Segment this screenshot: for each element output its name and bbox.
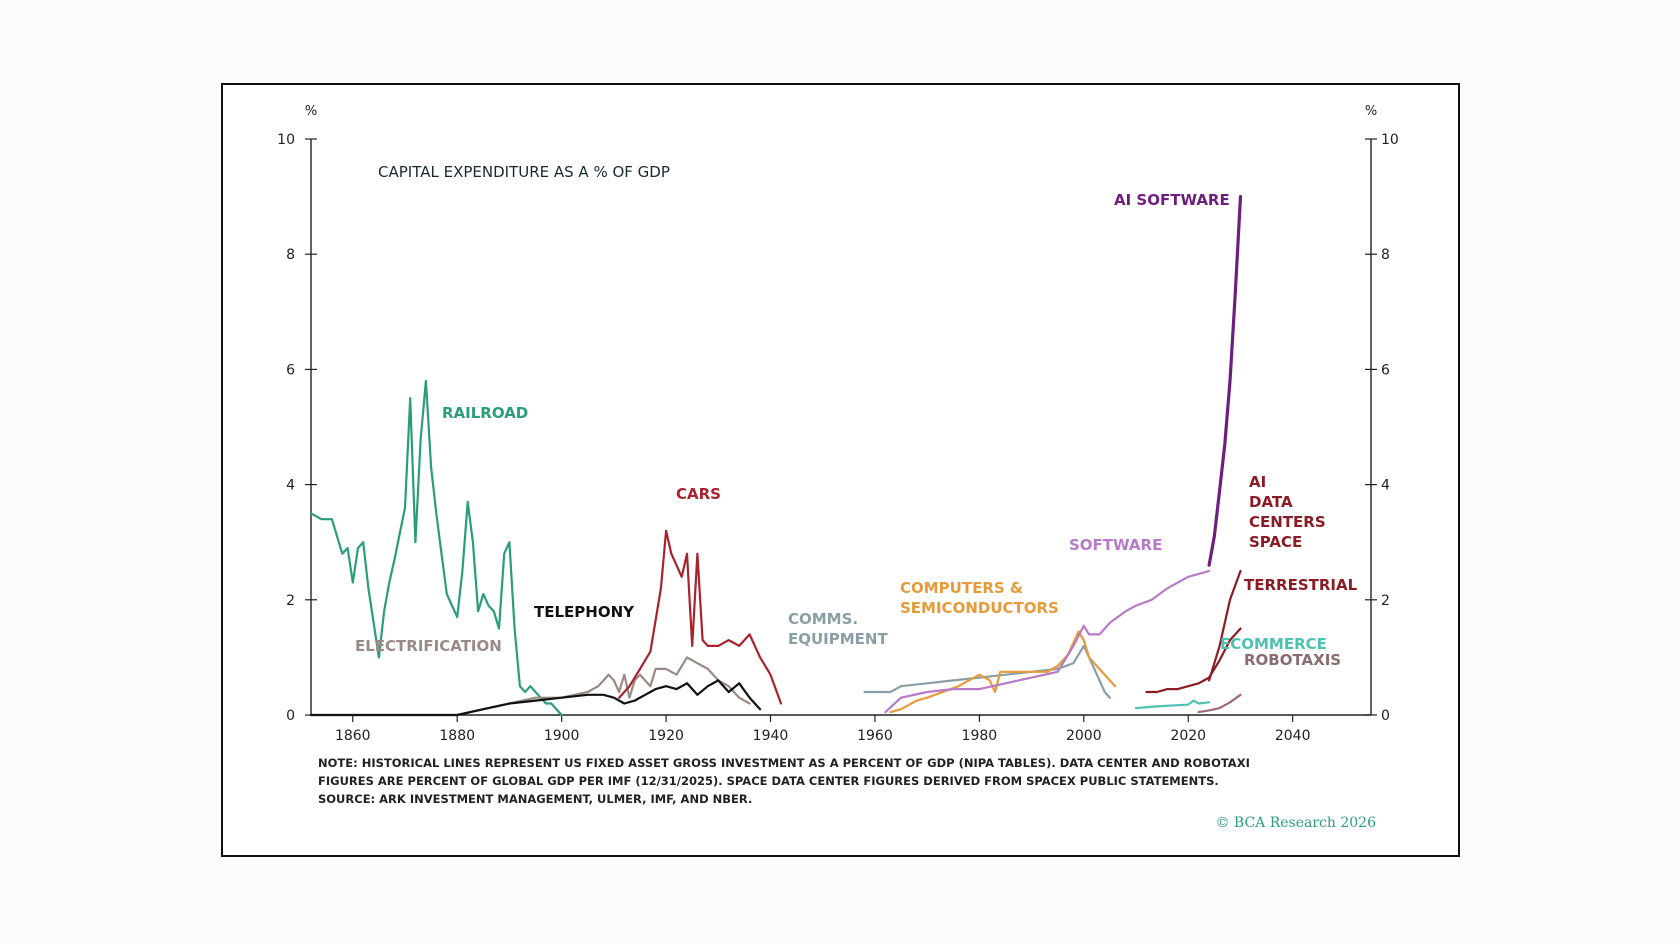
series-line-cars (618, 529, 783, 705)
y-tick-label-left: 2 (286, 593, 295, 609)
y-tick-label-right: 0 (1381, 708, 1390, 724)
series-line-electrification (309, 656, 751, 717)
y-tick-label-right: 4 (1381, 478, 1390, 494)
series-line-robotaxis (1197, 693, 1242, 714)
series-line-ai-data-centers-space (1207, 569, 1242, 682)
y-tick-label-right: 10 (1381, 132, 1399, 148)
note-line-1: NOTE: HISTORICAL LINES REPRESENT US FIXE… (318, 756, 1250, 770)
chart-title: CAPITAL EXPENDITURE AS A % OF GDP (378, 163, 670, 181)
y-tick-label-right: 2 (1381, 593, 1390, 609)
x-tick-label: 1920 (648, 728, 684, 744)
label-ecommerce: ECOMMERCE (1220, 635, 1327, 653)
label-ai-dc-2: DATA (1249, 493, 1293, 511)
label-ai-dc-3: CENTERS (1249, 513, 1326, 531)
label-ai-dc-4: SPACE (1249, 533, 1302, 551)
y-unit-left: % (305, 104, 317, 119)
label-terrestrial: TERRESTRIAL (1244, 576, 1358, 594)
y-unit-right: % (1365, 104, 1377, 119)
series-line-telephony (309, 679, 762, 717)
series-line-comms-equipment (863, 644, 1112, 699)
label-electrification: ELECTRIFICATION (355, 637, 502, 655)
y-tick-label-right: 8 (1381, 247, 1390, 263)
note-line-2: FIGURES ARE PERCENT OF GLOBAL GDP PER IM… (318, 774, 1219, 788)
label-telephony: TELEPHONY (534, 603, 635, 621)
y-tick-label-left: 4 (286, 478, 295, 494)
y-tick-label-left: 10 (277, 132, 295, 148)
y-tick-label-left: 0 (286, 708, 295, 724)
series-line-software (884, 569, 1211, 714)
axes: 0 0 2 2 4 4 6 6 8 8 10 10 1860 1880 1900 1920 1940 1960 19… (277, 132, 1399, 744)
label-computers-2: SEMICONDUCTORS (900, 599, 1059, 617)
x-tick-label: 2000 (1066, 728, 1102, 744)
y-tick-label-left: 6 (286, 362, 295, 378)
label-computers-1: COMPUTERS & (900, 579, 1023, 597)
label-ai-dc-1: AI (1249, 473, 1266, 491)
chart-frame: 0 0 2 2 4 4 6 6 8 8 10 10 1860 1880 1900 1920 1940 1960 19… (221, 83, 1460, 857)
y-tick-label-left: 8 (286, 247, 295, 263)
series-layer (309, 194, 1243, 717)
x-tick-label: 1860 (335, 728, 371, 744)
label-software: SOFTWARE (1069, 536, 1162, 554)
credit: © BCA Research 2026 (1215, 815, 1376, 831)
series-line-terrestrial (1145, 627, 1242, 694)
x-tick-label: 1960 (857, 728, 893, 744)
series-line-ai-software (1207, 194, 1243, 567)
series-line-ecommerce (1134, 699, 1211, 710)
label-robotaxis: ROBOTAXIS (1244, 651, 1341, 669)
label-railroad: RAILROAD (442, 404, 528, 422)
chart-svg: 0 0 2 2 4 4 6 6 8 8 10 10 1860 1880 1900 1920 1940 1960 19… (277, 104, 1399, 831)
x-tick-label: 1940 (753, 728, 789, 744)
x-tick-label: 1880 (439, 728, 475, 744)
label-comms-2: EQUIPMENT (788, 630, 888, 648)
x-tick-label: 1900 (544, 728, 580, 744)
y-tick-label-right: 6 (1381, 362, 1390, 378)
label-cars: CARS (676, 485, 721, 503)
x-tick-label: 2020 (1170, 728, 1206, 744)
label-comms-1: COMMS. (788, 610, 858, 628)
label-ai-software: AI SOFTWARE (1114, 191, 1230, 209)
x-tick-label: 1980 (962, 728, 998, 744)
series-line-railroad (309, 379, 563, 717)
x-tick-label: 2040 (1275, 728, 1311, 744)
note-line-3: SOURCE: ARK INVESTMENT MANAGEMENT, ULMER… (318, 792, 752, 806)
series-line-computers-semiconductors (889, 630, 1117, 714)
